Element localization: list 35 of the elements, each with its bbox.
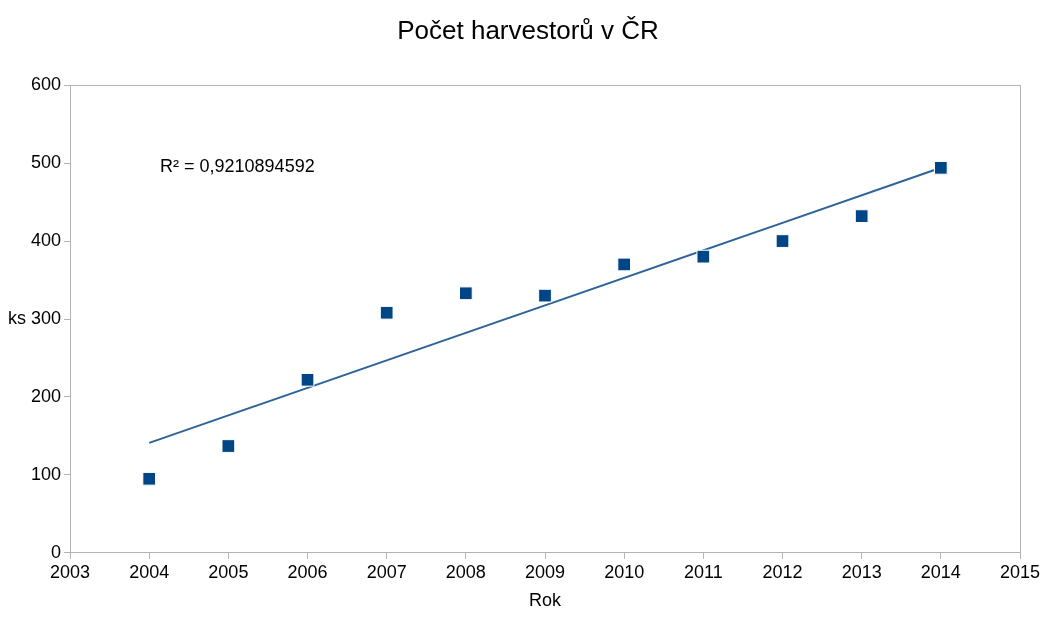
x-tick-label: 2014 [920,561,961,582]
point [221,439,236,453]
y-tick-label: 500 [30,152,62,173]
x-tick-label: 2004 [129,561,170,582]
y-axis-title: ks [8,307,26,328]
x-tick-label: 2015 [999,561,1041,582]
point [379,305,394,320]
x-tick-label: 2011 [683,561,723,582]
x-tick-label: 2008 [445,561,486,582]
y-tick-label: 100 [30,463,62,484]
chart-title: Počet harvestorů v ČR [397,14,659,45]
x-tick-label: 2007 [366,561,407,582]
y-tick-label: 0 [51,541,62,562]
point [538,288,552,303]
point [617,257,632,272]
y-tick-label: 300 [30,307,62,328]
y-tick-label: 600 [30,74,62,95]
x-tick-label: 2006 [287,561,328,582]
point [458,286,473,301]
annotation: R² = 0,9210894592 [160,156,315,177]
x-tick-label: 2005 [208,561,249,582]
point [696,249,711,264]
x-tick-label: 2009 [524,561,566,582]
x-axis-title: Rok [529,590,563,611]
x-tick-label: 2013 [841,561,882,582]
point [775,234,790,248]
y-tick-label: 400 [30,230,62,251]
point [142,471,157,486]
point [300,372,315,387]
x-tick-label: 2003 [50,561,91,582]
x-tick-label: 2010 [604,561,645,582]
x-tick-label: 2012 [762,561,803,582]
point [854,209,869,223]
point [933,160,948,175]
y-tick-label: 200 [30,385,62,406]
